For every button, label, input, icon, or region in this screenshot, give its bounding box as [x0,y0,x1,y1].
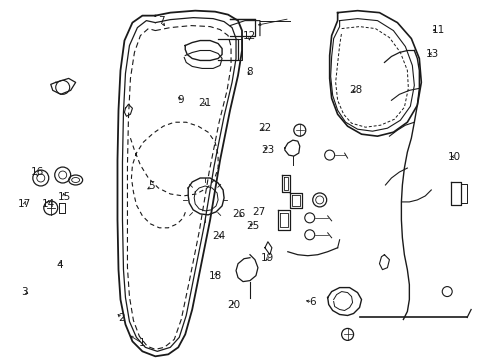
Text: 26: 26 [231,209,245,219]
Text: 17: 17 [18,199,31,210]
Text: 21: 21 [198,98,211,108]
Text: 15: 15 [58,192,71,202]
Text: 4: 4 [56,260,62,270]
Text: 1: 1 [139,338,145,348]
Text: 16: 16 [31,167,44,177]
Text: 19: 19 [261,253,274,263]
Text: 7: 7 [158,17,164,27]
Text: 5: 5 [148,181,155,192]
Text: 24: 24 [212,231,225,240]
Text: 22: 22 [258,123,271,133]
Text: 13: 13 [425,49,438,59]
Text: 9: 9 [178,95,184,105]
Text: 10: 10 [447,152,460,162]
Text: 2: 2 [118,313,125,323]
Text: 25: 25 [246,221,259,231]
Text: 3: 3 [21,287,28,297]
Text: 12: 12 [242,31,256,41]
Text: 20: 20 [227,300,240,310]
Text: 8: 8 [245,67,252,77]
Text: 28: 28 [348,85,362,95]
Text: 11: 11 [431,25,444,35]
Text: 27: 27 [252,207,265,217]
Text: 6: 6 [309,297,315,307]
Text: 14: 14 [42,199,55,210]
Text: 23: 23 [261,144,274,154]
Text: 18: 18 [208,271,222,281]
